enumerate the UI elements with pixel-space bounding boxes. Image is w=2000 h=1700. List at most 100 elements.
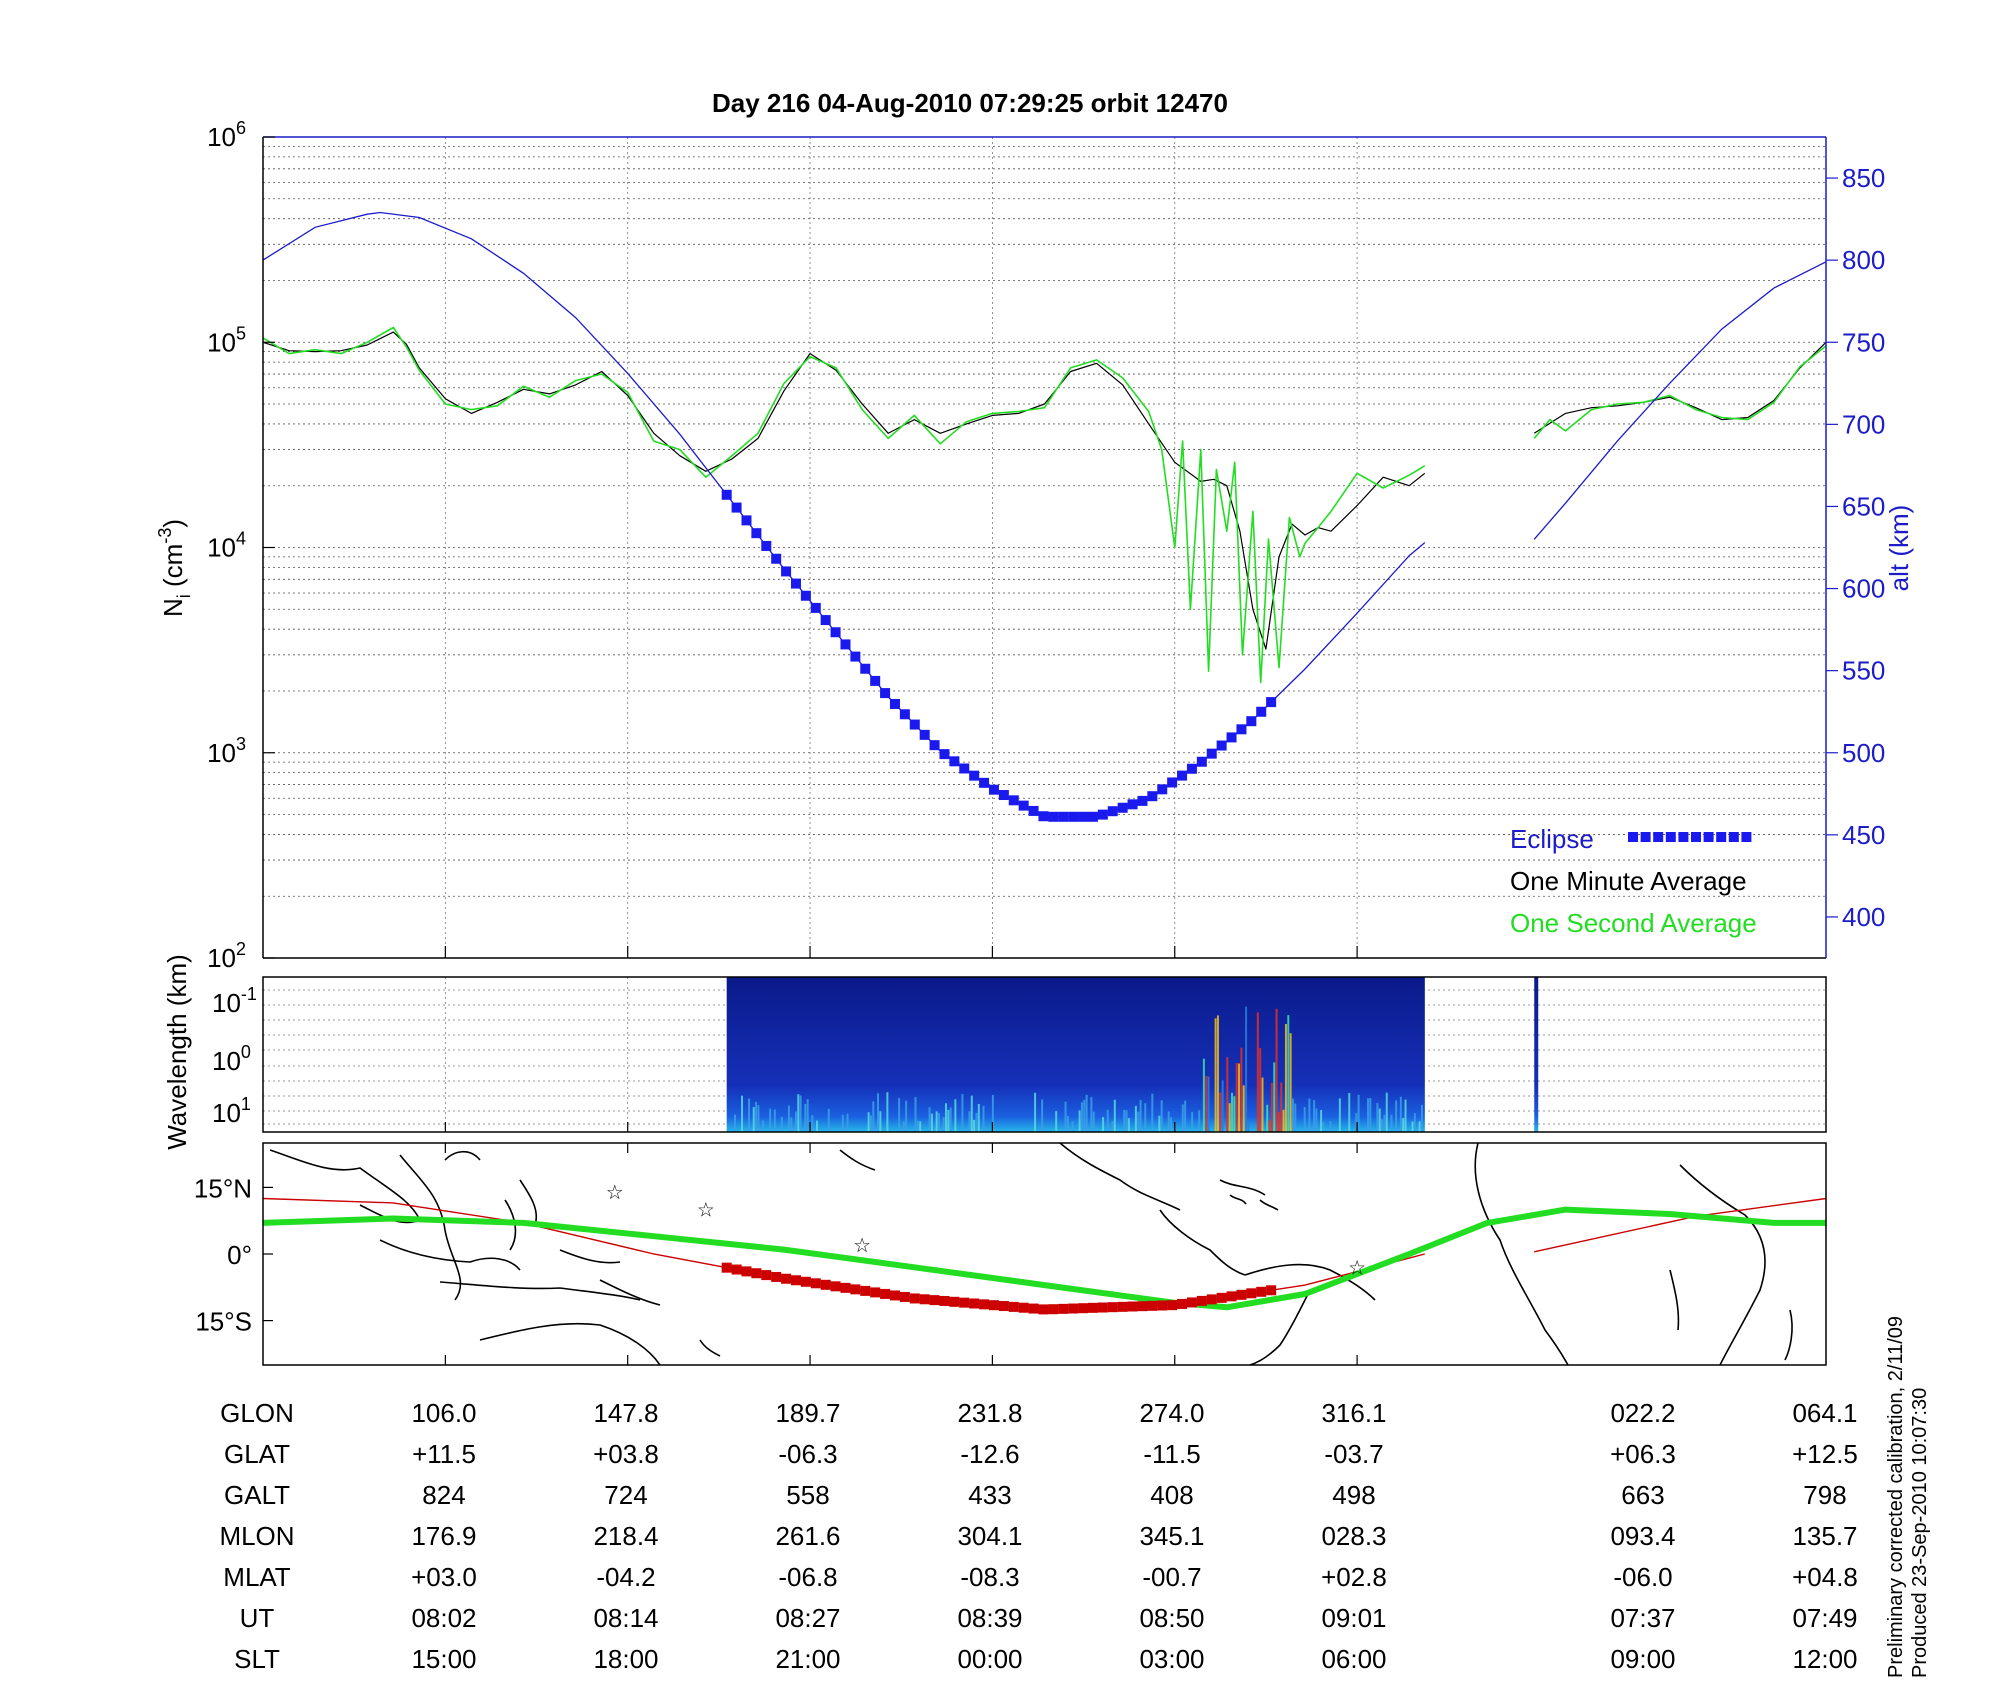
eclipse-track-marker — [790, 1275, 801, 1286]
y2-tick-label: 700 — [1842, 409, 1885, 439]
eclipse-track-marker — [820, 1279, 831, 1290]
eclipse-track-marker — [1167, 1300, 1178, 1311]
legend-one-second-label: One Second Average — [1510, 908, 1757, 938]
eclipse-marker — [761, 540, 772, 551]
eclipse-marker — [771, 553, 782, 564]
spectrogram-streak — [1113, 1099, 1116, 1132]
table-cell: 558 — [786, 1480, 829, 1510]
y-tick-label: 106 — [207, 118, 246, 152]
spectrogram-streak — [1399, 1096, 1402, 1132]
eclipse-marker — [899, 709, 910, 720]
star-marker: ☆ — [1348, 1257, 1366, 1279]
map-axes — [262, 1142, 1827, 1366]
spectrogram-streak — [902, 1121, 905, 1132]
spectrogram-streak — [1078, 1110, 1081, 1132]
y2-tick-label: 750 — [1842, 327, 1885, 357]
spectrogram-streak — [1411, 1121, 1414, 1132]
spectrogram-streak — [1106, 1109, 1109, 1132]
spectrogram-streak — [1055, 1110, 1058, 1132]
spectrogram-streak — [1303, 1107, 1306, 1132]
spectrogram-streak — [1270, 1082, 1273, 1132]
spectrogram-streak — [1167, 1111, 1170, 1132]
star-marker: ☆ — [606, 1182, 624, 1204]
one-second-average-line — [1533, 345, 1827, 439]
spectrogram-streak — [1390, 1114, 1393, 1132]
table-cell: 022.2 — [1610, 1398, 1675, 1428]
spectrogram-streak — [1266, 1104, 1269, 1132]
spectrogram-streak — [1240, 1047, 1243, 1132]
map-frame — [262, 1142, 1827, 1366]
eclipse-track-marker — [1256, 1286, 1267, 1297]
chart-title: Day 216 04-Aug-2010 07:29:25 orbit 12470 — [712, 88, 1228, 118]
spectrogram-streak — [1404, 1099, 1407, 1132]
eclipse-marker — [810, 602, 821, 613]
eclipse-marker — [1038, 811, 1049, 822]
spectrogram-streak — [1137, 1111, 1140, 1132]
spectrogram-streak — [1378, 1108, 1381, 1132]
spectrogram-streak — [1228, 1103, 1231, 1132]
spectrogram-streak — [1231, 1092, 1234, 1132]
table-cell: 15:00 — [411, 1644, 476, 1674]
eclipse-marker — [919, 729, 930, 740]
eclipse-track-marker — [1107, 1302, 1118, 1313]
eclipse-track-marker — [929, 1295, 940, 1306]
eclipse-marker — [1097, 809, 1108, 820]
spectrogram-streak — [752, 1107, 755, 1132]
coastline — [1159, 1209, 1246, 1276]
spectrogram-streak — [949, 1107, 952, 1132]
eclipse-track-marker — [1097, 1302, 1108, 1313]
spectrogram-streak — [1329, 1121, 1332, 1132]
coastline — [1244, 1263, 1376, 1301]
spectrogram-streak — [1282, 1109, 1285, 1132]
eclipse-track-marker — [1147, 1300, 1158, 1311]
table-cell: -11.5 — [1143, 1439, 1200, 1469]
table-cell: -06.8 — [778, 1562, 837, 1592]
eclipse-marker — [850, 651, 861, 662]
spectrogram-streak — [811, 1115, 814, 1132]
spectrogram-streak — [1366, 1098, 1369, 1132]
eclipse-track-marker — [800, 1276, 811, 1287]
table-cell: 316.1 — [1321, 1398, 1386, 1428]
table-cell: 08:02 — [411, 1603, 476, 1633]
eclipse-track-marker — [1068, 1303, 1079, 1314]
spectrogram-streak — [1376, 1103, 1379, 1132]
eclipse-track-marker — [1058, 1303, 1069, 1314]
spectrogram-streak — [1245, 1006, 1248, 1132]
spectrogram-streak — [1071, 1121, 1074, 1132]
spectrogram-streak — [977, 1103, 980, 1132]
eclipse-marker — [830, 627, 841, 638]
table-cell: -04.2 — [596, 1562, 655, 1592]
one-minute-average-line — [1533, 341, 1827, 434]
eclipse-track-marker — [721, 1262, 732, 1273]
spectrogram-streak — [1123, 1109, 1126, 1132]
table-cell: 824 — [422, 1480, 465, 1510]
spectrogram-streak — [1395, 1100, 1398, 1132]
eclipse-marker — [1177, 770, 1188, 781]
eclipse-track-marker — [1008, 1301, 1019, 1312]
spectrogram-streak — [1420, 1105, 1423, 1132]
y2-tick-label: 400 — [1842, 902, 1885, 932]
y2-tick-label: 600 — [1842, 574, 1885, 604]
spectrogram-streak — [1357, 1094, 1360, 1132]
eclipse-marker — [1246, 716, 1257, 727]
tick-exponent: -1 — [241, 984, 257, 1004]
table-cell: 21:00 — [775, 1644, 840, 1674]
spectrogram-streak — [1151, 1093, 1154, 1132]
table-cell: 08:14 — [593, 1603, 658, 1633]
spectrogram-y-tick-label: 101 — [212, 1094, 251, 1128]
spectrogram-streak — [905, 1100, 908, 1132]
eclipse-track-marker — [1028, 1303, 1039, 1314]
spectrogram-streak — [1092, 1111, 1095, 1132]
legend-one-minute-label: One Minute Average — [1510, 866, 1747, 896]
spectrogram-y-tick-label: 10-1 — [212, 984, 257, 1018]
eclipse-marker — [820, 615, 831, 626]
eclipse-track-marker — [850, 1284, 861, 1295]
spectrogram-streak — [1287, 1015, 1290, 1132]
spectrogram-streak — [1066, 1115, 1069, 1132]
table-cell: +02.8 — [1321, 1562, 1387, 1592]
eclipse-track-marker — [870, 1287, 881, 1298]
spectrogram-streak — [1284, 1023, 1287, 1132]
spectrogram-streak — [1280, 1082, 1283, 1132]
table-cell: +03.8 — [593, 1439, 659, 1469]
